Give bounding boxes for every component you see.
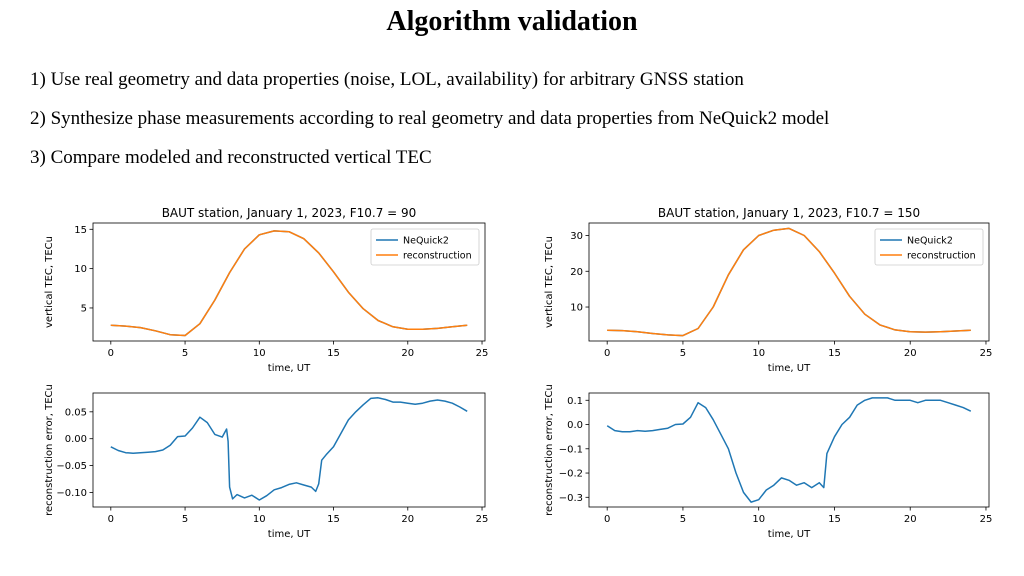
plot-frame [588,222,990,342]
y-tick-label: −0.2 [559,469,583,480]
x-tick-label: 10 [752,348,765,359]
x-tick-label: 20 [904,514,917,525]
legend-label: NeQuick2 [403,236,449,247]
legend-label: NeQuick2 [907,236,953,247]
x-axis-label: time, UT [768,363,811,374]
plot-frame [92,222,486,342]
tec-chart-f150: BAUT station, January 1, 2023, F10.7 = 1… [544,206,993,374]
x-tick-label: 25 [980,348,993,359]
x-tick-label: 10 [752,514,765,525]
y-tick-label: 0.00 [65,434,87,445]
y-tick-label: −0.3 [559,493,583,504]
x-tick-label: 25 [476,514,489,525]
x-tick-label: 5 [680,514,686,525]
legend-label: reconstruction [403,251,472,262]
x-tick-label: 5 [182,348,188,359]
x-tick-label: 15 [327,348,340,359]
y-axis-label: reconstruction error, TECu [544,384,555,516]
x-tick-label: 5 [182,514,188,525]
y-axis-label: reconstruction error, TECu [44,384,55,516]
x-tick-label: 15 [828,514,841,525]
x-tick-label: 20 [904,348,917,359]
y-tick-label: 30 [570,231,583,242]
x-tick-label: 20 [401,514,414,525]
x-tick-label: 0 [108,348,114,359]
bullet-item-1: 1) Use real geometry and data properties… [30,69,744,90]
x-tick-label: 0 [604,348,610,359]
x-axis-label: time, UT [768,529,811,540]
y-axis-label: vertical TEC, TECu [44,236,55,328]
y-tick-label: −0.1 [559,444,583,455]
y-tick-label: −0.10 [56,488,87,499]
chart-title: BAUT station, January 1, 2023, F10.7 = 1… [658,206,920,220]
x-tick-label: 15 [828,348,841,359]
series-line-error [110,397,468,501]
tec-chart-f90: BAUT station, January 1, 2023, F10.7 = 9… [44,206,489,374]
y-tick-label: 10 [570,303,583,314]
series-line-reconstruction [110,230,468,337]
x-tick-label: 0 [108,514,114,525]
x-tick-label: 10 [253,514,266,525]
bullet-item-3: 3) Compare modeled and reconstructed ver… [30,147,432,168]
x-tick-label: 25 [980,514,993,525]
x-tick-label: 0 [604,514,610,525]
plot-frame [92,392,486,508]
error-chart-f90: 0 5 10 15 20 25 −0.10 −0.05 0.00 0.05 time, UT reco… [44,384,489,540]
bullet-item-2: 2) Synthesize phase measurements accordi… [30,108,830,129]
slide-title: Algorithm validation [386,6,638,37]
y-tick-label: −0.05 [56,461,87,472]
y-tick-label: 10 [74,264,87,275]
x-tick-label: 15 [327,514,340,525]
y-tick-label: 15 [74,225,87,236]
x-axis-label: time, UT [268,529,311,540]
x-tick-label: 20 [401,348,414,359]
chart-title: BAUT station, January 1, 2023, F10.7 = 9… [162,206,417,220]
legend-label: reconstruction [907,251,976,262]
y-axis-label: vertical TEC, TECu [544,236,555,328]
y-tick-label: 5 [81,303,87,314]
x-tick-label: 25 [476,348,489,359]
series-line-reconstruction [607,227,971,337]
x-tick-label: 5 [680,348,686,359]
x-tick-label: 10 [253,348,266,359]
error-chart-f150: 0 5 10 15 20 25 −0.3 −0.2 −0.1 0.0 0.1 time, UT reco… [544,384,993,540]
plot-frame [588,392,990,508]
y-tick-label: 20 [570,267,583,278]
legend-box [370,228,480,266]
y-tick-label: 0.0 [567,420,583,431]
legend-box [874,228,984,266]
x-axis-label: time, UT [268,363,311,374]
series-line-error [606,397,972,503]
y-tick-label: 0.05 [65,407,87,418]
y-tick-label: 0.1 [567,396,583,407]
